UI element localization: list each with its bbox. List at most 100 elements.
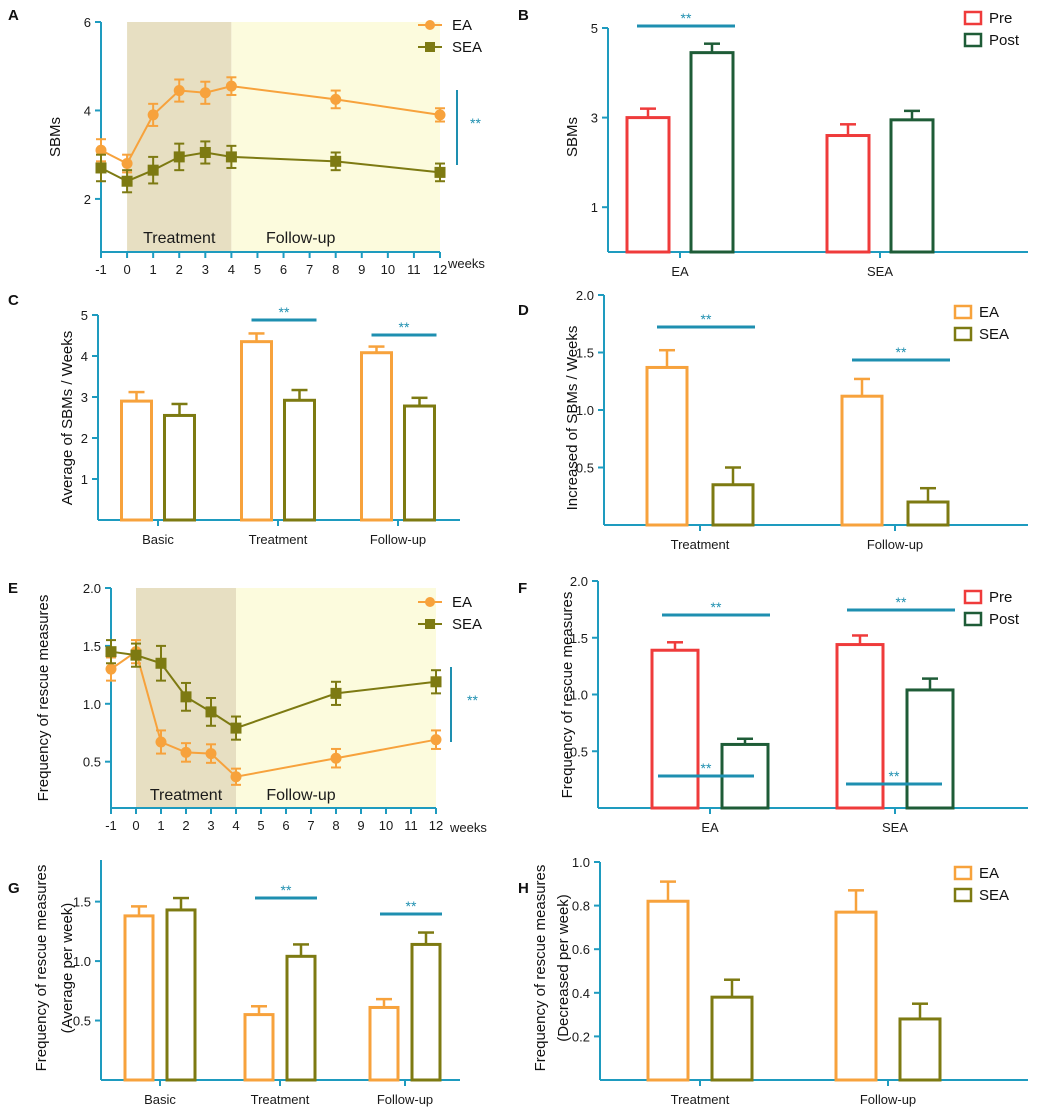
y-axis-label: Frequency of rescue measures: [35, 595, 52, 802]
panel-letter: H: [518, 880, 529, 897]
bar-ea: [120, 399, 153, 522]
y-tick-label: 0.6: [572, 942, 590, 957]
x-tick-label: Basic: [142, 532, 174, 547]
data-point-sea: [330, 687, 342, 699]
y-axis-label: Average of SBMs / Weeks: [59, 331, 76, 506]
bar-sea: [711, 483, 755, 527]
data-point-sea: [155, 657, 167, 669]
bar-sea: [410, 942, 442, 1082]
data-point-sea: [173, 151, 185, 163]
y-tick-label: 1.0: [576, 403, 594, 418]
data-point-sea: [434, 166, 446, 178]
x-tick-label: 10: [379, 818, 393, 833]
bar-post: [889, 118, 935, 254]
x-tick-label: 12: [429, 818, 443, 833]
panel-C: 1 2 3 4 5 Average of SBMs / Weeks Basic Treatme…: [8, 292, 460, 547]
legend-swatch: [963, 589, 983, 605]
legend-swatch: [953, 887, 973, 903]
data-point-ea: [180, 746, 192, 758]
y-tick-label: 0.5: [576, 461, 594, 476]
data-point-sea: [95, 162, 107, 174]
bar-post: [905, 688, 955, 810]
data-point-ea: [155, 736, 167, 748]
x-tick-label: EA: [671, 264, 689, 279]
legend-label: EA: [979, 865, 999, 882]
data-point-ea: [430, 734, 442, 746]
x-tick-label: 11: [404, 818, 418, 833]
panel-E: Treatment Follow-up 0.5 1.0 1.5 2.0 Frequency …: [8, 580, 487, 835]
data-point-ea: [434, 109, 446, 121]
y-axis-label: Frequency of rescue measures: [33, 865, 50, 1072]
data-point-ea: [330, 752, 342, 764]
region-label: Follow-up: [266, 787, 335, 804]
y-tick-label: 0.8: [572, 899, 590, 914]
bar-ea: [834, 910, 878, 1082]
bar-sea: [285, 954, 317, 1082]
x-tick-label: 5: [254, 262, 261, 277]
panel-H: 0.2 0.4 0.6 0.8 1.0 Frequency of rescue measu…: [518, 760, 1028, 1107]
y-tick-label: 1.5: [83, 639, 101, 654]
x-tick-label: SEA: [882, 820, 908, 835]
x-tick-label: 3: [202, 262, 209, 277]
bar-ea: [243, 1013, 275, 1082]
x-tick-label: 7: [307, 818, 314, 833]
x-tick-label: 9: [357, 818, 364, 833]
bar-sea: [898, 1017, 942, 1082]
x-tick-label: 4: [232, 818, 239, 833]
y-tick-label: 1.0: [73, 954, 91, 969]
y-tick-label: 2.0: [570, 574, 588, 589]
data-point-ea: [147, 109, 159, 121]
y-tick-label: 1.5: [576, 346, 594, 361]
x-tick-label: 5: [257, 818, 264, 833]
data-point-sea: [430, 676, 442, 688]
x-tick-label: 0: [123, 262, 130, 277]
panel-letter: B: [518, 7, 529, 24]
significance-label: **: [281, 882, 292, 898]
region-follow-up: [231, 22, 440, 252]
x-tick-label: 2: [176, 262, 183, 277]
data-point-sea: [147, 164, 159, 176]
y-tick-label: 0.4: [572, 986, 590, 1001]
legend-marker-circle: [425, 597, 435, 607]
panel-letter: A: [8, 7, 19, 24]
legend-marker-square: [425, 42, 435, 52]
legend-label: SEA: [979, 887, 1009, 904]
bar-ea: [368, 1005, 400, 1082]
panel-letter: F: [518, 580, 527, 597]
y-axis-label: SBMs: [564, 117, 581, 157]
bar-sea: [403, 404, 436, 522]
legend-marker-circle: [425, 20, 435, 30]
significance-label: **: [896, 344, 907, 360]
y-axis-label: Frequency of rescue measures: [559, 592, 576, 799]
data-point-ea: [121, 158, 133, 170]
data-point-ea: [205, 748, 217, 760]
data-point-sea: [121, 175, 133, 187]
y-tick-label: 5: [81, 308, 88, 323]
x-tick-label: 7: [306, 262, 313, 277]
significance-label: **: [399, 319, 410, 335]
panel-letter: C: [8, 292, 19, 309]
x-tick-label: 6: [280, 262, 287, 277]
x-tick-label: 6: [282, 818, 289, 833]
significance-label: **: [711, 599, 722, 615]
x-tick-label: Treatment: [671, 1092, 730, 1107]
y-tick-label: 2: [81, 431, 88, 446]
significance-label: **: [470, 115, 481, 131]
legend-label: SEA: [452, 616, 482, 633]
y-axis-label-secondary: (Average per week): [59, 903, 76, 1034]
significance-label: **: [467, 692, 478, 708]
y-tick-label: 2: [84, 192, 91, 207]
bar-sea: [165, 908, 197, 1082]
bar-ea: [240, 340, 273, 522]
significance-label: **: [701, 311, 712, 327]
legend-swatch: [953, 865, 973, 881]
x-tick-label: 4: [228, 262, 235, 277]
legend-label: Pre: [989, 589, 1012, 606]
data-point-sea: [330, 155, 342, 167]
bar-ea: [360, 351, 393, 522]
x-tick-label: 9: [358, 262, 365, 277]
x-tick-label: EA: [701, 820, 719, 835]
y-tick-label: 2.0: [576, 288, 594, 303]
y-tick-label: 0.5: [570, 744, 588, 759]
